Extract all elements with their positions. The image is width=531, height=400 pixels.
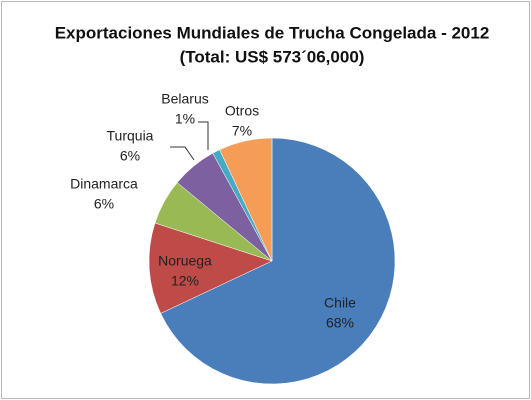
leader-line <box>198 121 209 150</box>
pie-slice <box>148 222 273 314</box>
pie-slice <box>160 137 396 385</box>
slice-value-label: 12% <box>171 273 199 289</box>
slice-value-label: 7% <box>232 123 252 139</box>
slice-value-label: 68% <box>326 315 354 331</box>
slice-label: Belarus <box>161 91 208 107</box>
slice-label: Chile <box>324 295 356 311</box>
slice-label: Dinamarca <box>70 176 138 192</box>
slice-value-label: 6% <box>120 148 140 164</box>
slice-value-label: 1% <box>175 111 195 127</box>
chart-title: Exportaciones Mundiales de Trucha Congel… <box>55 23 490 42</box>
leader-line <box>170 146 195 161</box>
slice-value-label: 6% <box>94 196 114 212</box>
slice-label: Turquia <box>107 128 154 144</box>
chart-subtitle: (Total: US$ 573´06,000) <box>180 47 365 66</box>
slice-label: Otros <box>225 103 259 119</box>
slice-label: Noruega <box>158 253 212 269</box>
pie-slice <box>219 137 273 262</box>
